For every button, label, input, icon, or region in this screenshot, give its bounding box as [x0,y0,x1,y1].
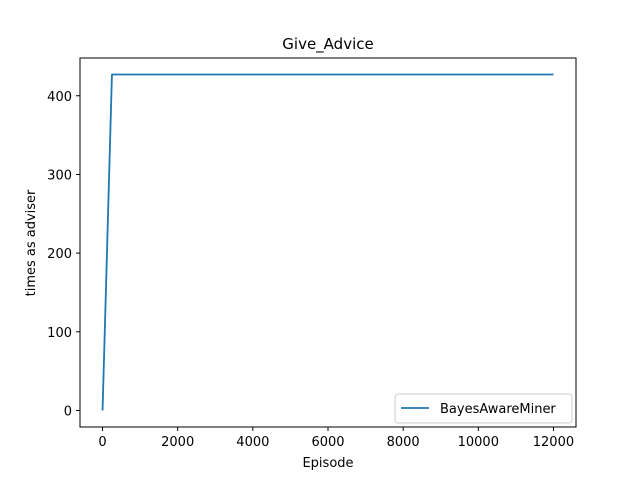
x-axis-ticks: 0 2000 4000 6000 8000 10000 12000 [98,427,574,450]
x-axis-label: Episode [302,456,353,471]
plot-frame [79,57,577,428]
legend-label-bayesawareminer: BayesAwareMiner [440,402,556,417]
x-tick-label: 2000 [161,435,194,450]
y-tick-label: 0 [64,404,72,419]
y-tick-label: 400 [47,90,72,105]
series-line-bayesawareminer [101,73,554,411]
x-tick-label: 10000 [458,435,499,450]
y-tick-label: 100 [47,326,72,341]
x-tick-label: 12000 [533,435,574,450]
y-tick-label: 300 [47,168,72,183]
x-tick-label: 4000 [236,435,269,450]
series-layer [101,73,554,411]
x-tick-label: 0 [98,435,106,450]
y-axis-ticks: 0 100 200 300 400 [47,90,80,419]
x-tick-label: 6000 [311,435,344,450]
legend-box [394,393,573,424]
x-tick-label: 8000 [387,435,420,450]
y-axis-label: times as adviser [24,189,39,296]
chart-title: Give_Advice [282,35,373,54]
legend: BayesAwareMiner [394,393,573,424]
y-tick-label: 200 [47,247,72,262]
